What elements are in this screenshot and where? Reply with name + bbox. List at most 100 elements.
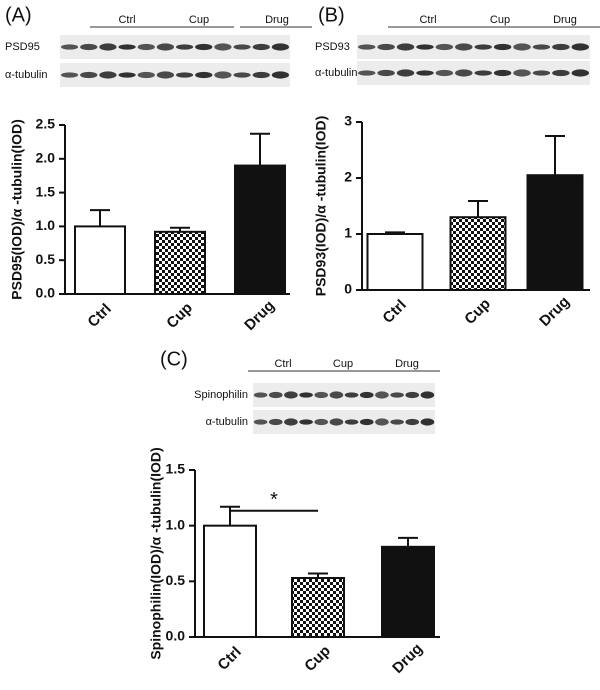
blot-band bbox=[314, 418, 329, 426]
blot-group-label: Ctrl bbox=[118, 14, 135, 26]
y-tick-label: 0 bbox=[344, 281, 352, 297]
blot-band bbox=[513, 43, 531, 51]
panel-label: (B) bbox=[318, 4, 345, 26]
blot-band bbox=[474, 44, 492, 50]
blot-band bbox=[493, 69, 512, 77]
blot-band bbox=[137, 71, 155, 79]
y-tick-label: 2.5 bbox=[36, 116, 56, 132]
blot-band bbox=[118, 72, 136, 78]
blot-band bbox=[405, 418, 420, 426]
blot-band bbox=[156, 43, 175, 51]
blot-group-label: Cup bbox=[189, 14, 209, 26]
blot-band bbox=[552, 43, 570, 51]
blot-band bbox=[299, 419, 313, 425]
y-tick-label: 0.5 bbox=[36, 251, 56, 267]
blot-band bbox=[253, 392, 268, 398]
y-tick-label: 1.0 bbox=[166, 516, 186, 532]
bar bbox=[366, 233, 424, 291]
blot-band bbox=[357, 44, 376, 50]
blot-band bbox=[396, 69, 415, 77]
blot-band bbox=[252, 71, 270, 79]
y-tick-label: 1.5 bbox=[36, 183, 56, 199]
blot-band bbox=[195, 71, 213, 79]
blot-group-label: Ctrl bbox=[274, 358, 291, 370]
blot-band bbox=[80, 43, 98, 51]
blot-group-label: Drug bbox=[553, 14, 577, 26]
bar bbox=[526, 174, 584, 291]
blot-band bbox=[214, 71, 232, 79]
bar bbox=[234, 164, 286, 295]
blot-row-label: α-tubulin bbox=[206, 416, 248, 428]
y-tick-label: 2.0 bbox=[36, 150, 56, 166]
blot-band bbox=[271, 43, 290, 51]
blot-band bbox=[359, 391, 374, 399]
blot-strip bbox=[253, 410, 435, 434]
bar bbox=[74, 225, 126, 295]
blot-band bbox=[329, 391, 344, 399]
blot-band bbox=[405, 391, 420, 399]
blot-band bbox=[513, 69, 531, 77]
blot-band bbox=[357, 70, 376, 76]
blot-band bbox=[214, 43, 232, 51]
blot-band bbox=[233, 44, 251, 50]
blot-band bbox=[493, 43, 512, 51]
blot-band bbox=[60, 44, 79, 50]
blot-band bbox=[195, 43, 213, 51]
y-tick-label: 1.5 bbox=[166, 461, 186, 477]
blot-band bbox=[60, 72, 79, 78]
blot-strip bbox=[60, 63, 290, 87]
blot-row-label: α-tubulin bbox=[5, 69, 47, 81]
x-tick-label: Ctrl bbox=[214, 643, 244, 673]
bar bbox=[381, 545, 435, 639]
blot-band bbox=[284, 418, 298, 426]
blot-band bbox=[474, 70, 492, 76]
blot-band bbox=[552, 69, 570, 77]
significance-label: * bbox=[270, 489, 278, 511]
blot-group-label: Drug bbox=[395, 358, 419, 370]
blot-band bbox=[416, 44, 434, 50]
blot-strip bbox=[357, 35, 590, 59]
blot-band bbox=[252, 43, 270, 51]
y-axis-label: PSD95(IOD)/α -tubulin(IOD) bbox=[9, 119, 25, 299]
blot-band bbox=[416, 70, 434, 76]
blot-band bbox=[396, 43, 415, 51]
x-tick-label: Cup bbox=[301, 642, 334, 675]
blot-strip bbox=[357, 61, 590, 85]
blot-band bbox=[284, 391, 298, 399]
blot-group-label: Cup bbox=[333, 358, 353, 370]
y-tick-label: 2 bbox=[344, 169, 352, 185]
y-axis-label: Spinophilin(IOD)/α -tubulin(IOD) bbox=[148, 447, 164, 659]
blot-band bbox=[420, 418, 435, 426]
bar bbox=[449, 216, 507, 291]
x-tick-label: Cup bbox=[163, 299, 196, 332]
blot-band bbox=[377, 43, 395, 51]
blot-band bbox=[571, 43, 590, 51]
y-tick-label: 1 bbox=[344, 225, 352, 241]
blot-group-label: Cup bbox=[490, 14, 510, 26]
blot-band bbox=[314, 391, 329, 399]
blot-band bbox=[118, 44, 136, 50]
y-tick-label: 0.0 bbox=[166, 628, 186, 644]
x-tick-label: Drug bbox=[241, 297, 278, 334]
blot-band bbox=[99, 71, 117, 79]
blot-band bbox=[532, 44, 551, 50]
blot-band bbox=[268, 418, 283, 426]
blot-band bbox=[344, 392, 359, 398]
blot-strip bbox=[60, 35, 290, 59]
x-tick-label: Drug bbox=[536, 293, 573, 330]
blot-row-label: α-tubulin bbox=[315, 67, 357, 79]
y-axis-label: PSD93(IOD)/α -tubulin(IOD) bbox=[313, 116, 329, 296]
x-tick-label: Ctrl bbox=[84, 300, 114, 330]
blot-band bbox=[233, 72, 251, 78]
blot-band bbox=[253, 419, 268, 425]
blot-band bbox=[420, 391, 435, 399]
blot-row-label: PSD95 bbox=[5, 41, 40, 53]
blot-row-label: PSD93 bbox=[315, 41, 350, 53]
blot-band bbox=[268, 391, 283, 399]
blot-band bbox=[271, 71, 290, 79]
blot-band bbox=[80, 71, 98, 79]
blot-band bbox=[435, 69, 454, 77]
blot-band bbox=[99, 43, 117, 51]
blot-group-label: Drug bbox=[265, 14, 289, 26]
blot-band bbox=[175, 44, 194, 50]
